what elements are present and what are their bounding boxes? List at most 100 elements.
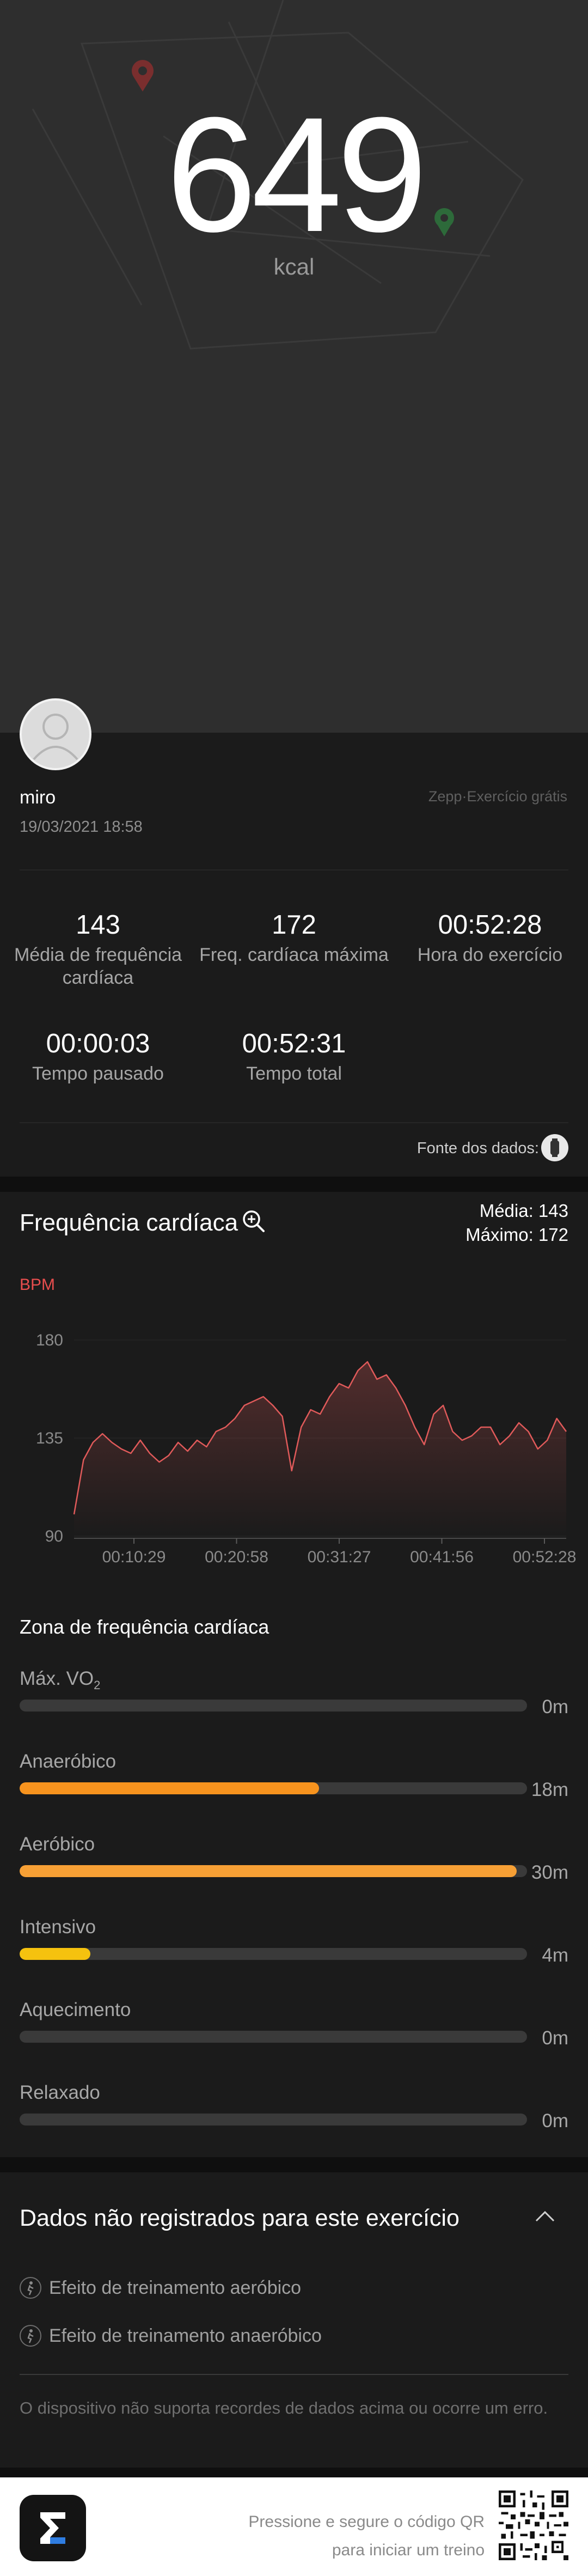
zone-bar-track	[20, 2031, 527, 2043]
zone-label: Máx. VO2	[20, 1668, 100, 1692]
zone-label-text: Intensivo	[20, 1916, 96, 1938]
zone-label: Relaxado	[20, 2082, 100, 2106]
zone-bar-fill	[20, 1782, 319, 1794]
section-gap	[0, 2157, 588, 2172]
zone-label-sub: 2	[94, 1678, 101, 1692]
stat-label-cont: cardíaca	[62, 967, 134, 988]
zoom-in-icon[interactable]	[241, 1208, 267, 1234]
zone-row: Intensivo 4m	[20, 1916, 568, 1976]
zone-label: Intensivo	[20, 1916, 96, 1941]
chart-unit-label: BPM	[20, 1276, 56, 1294]
zone-duration: 4m	[542, 1945, 568, 1966]
data-source-label: Fonte dos dados:	[416, 1140, 539, 1157]
not-recorded-label: Efeito de treinamento aeróbico	[49, 2277, 302, 2298]
heart-rate-chart: 90 135 180 00:10:29 00:20:58 00:31:27 00:41:56…	[36, 1331, 577, 1566]
stat-value: 172	[272, 910, 316, 940]
zone-label-text: Anaeróbico	[20, 1751, 117, 1772]
stat-total-time: 00:52:31 Tempo total	[196, 1028, 392, 1085]
zone-row: Máx. VO2 0m	[20, 1668, 568, 1728]
chevron-up-icon[interactable]	[535, 2209, 555, 2223]
not-recorded-note: O dispositivo não suporta recordes de da…	[20, 2398, 548, 2417]
zone-duration: 18m	[531, 1779, 568, 1800]
x-tick-label: 00:10:29	[102, 1548, 166, 1566]
calories-unit: kcal	[273, 254, 315, 279]
stat-exercise-time: 00:52:28 Hora do exercício	[392, 910, 588, 966]
runner-icon	[20, 2277, 41, 2299]
source-app-label: Zepp·Exercício grátis	[428, 788, 567, 805]
stat-paused-time: 00:00:03 Tempo pausado	[0, 1028, 196, 1085]
route-map	[32, 0, 524, 350]
zone-row: Aquecimento 0m	[20, 1999, 568, 2059]
divider	[20, 2374, 568, 2375]
footer-banner: Pressione e segure o código QR para inic…	[0, 2477, 588, 2576]
zone-label: Aeróbico	[20, 1834, 95, 1858]
zone-label-text: Relaxado	[20, 2082, 100, 2103]
workout-datetime: 19/03/2021 18:58	[20, 818, 143, 836]
zone-duration: 30m	[531, 1862, 568, 1883]
summary-hero: 649 kcal	[0, 0, 588, 733]
data-source-device-icon[interactable]	[541, 1134, 568, 1161]
heart-rate-maximum: Máximo: 172	[465, 1225, 568, 1245]
zone-duration: 0m	[542, 2027, 568, 2049]
zone-label: Anaeróbico	[20, 1751, 116, 1775]
zone-label-text: Máx. VO	[20, 1668, 94, 1689]
runner-icon	[20, 2325, 41, 2347]
stat-value: 00:52:31	[242, 1029, 346, 1058]
heart-rate-line	[73, 1361, 567, 1515]
zone-label-text: Aquecimento	[20, 1999, 131, 2020]
stat-label: Média de frequência	[14, 945, 182, 965]
zone-bar-fill	[20, 1865, 517, 1877]
user-silhouette-icon	[33, 714, 78, 760]
zone-row: Anaeróbico 18m	[20, 1751, 568, 1811]
stat-avg-heart-rate: 143 Média de frequência cardíaca	[0, 910, 196, 989]
zone-bar-track	[20, 1782, 527, 1794]
footer-line-1: Pressione e segure o código QR	[248, 2513, 485, 2531]
not-recorded-item: Efeito de treinamento anaeróbico	[20, 2325, 322, 2347]
divider	[20, 1122, 568, 1123]
zone-bar-track	[20, 1700, 527, 1712]
stat-label: Hora do exercício	[417, 945, 563, 965]
x-tick-label: 00:52:28	[513, 1548, 577, 1566]
not-recorded-label: Efeito de treinamento anaeróbico	[49, 2325, 322, 2346]
user-name: miro	[20, 787, 56, 808]
zone-duration: 0m	[542, 1696, 568, 1718]
section-gap	[0, 2468, 588, 2477]
stat-label: Tempo pausado	[32, 1063, 164, 1084]
stat-max-heart-rate: 172 Freq. cardíaca máxima	[196, 910, 392, 966]
app-logo-icon	[20, 2495, 86, 2561]
not-recorded-item: Efeito de treinamento aeróbico	[20, 2277, 301, 2299]
stat-value: 00:00:03	[46, 1029, 150, 1058]
stat-value: 143	[76, 910, 120, 940]
zone-bar-fill	[20, 1948, 91, 1960]
divider	[20, 869, 568, 870]
stat-label: Freq. cardíaca máxima	[199, 945, 389, 965]
x-tick-label: 00:20:58	[205, 1548, 268, 1566]
footer-instructions: Pressione e segure o código QR para inic…	[158, 2508, 485, 2565]
qr-code-icon[interactable]	[499, 2490, 568, 2560]
y-tick-label: 135	[36, 1429, 63, 1447]
section-gap	[0, 1177, 588, 1192]
end-marker-icon	[434, 208, 454, 236]
zones-title: Zona de frequência cardíaca	[20, 1616, 270, 1638]
heart-rate-area	[74, 1362, 566, 1536]
not-recorded-title: Dados não registrados para este exercíci…	[20, 2205, 460, 2231]
zone-bar-track	[20, 2114, 527, 2126]
calories-value: 649	[166, 83, 428, 266]
heart-rate-average: Média: 143	[479, 1201, 568, 1221]
stat-label: Tempo total	[246, 1063, 342, 1084]
heart-rate-title: Frequência cardíaca	[20, 1209, 238, 1236]
x-tick-label: 00:41:56	[410, 1548, 474, 1566]
x-tick-label: 00:31:27	[308, 1548, 371, 1566]
zone-bar-track	[20, 1865, 527, 1877]
footer-line-2: para iniciar um treino	[332, 2541, 485, 2559]
avatar[interactable]	[20, 698, 91, 770]
zone-label: Aquecimento	[20, 1999, 131, 2024]
zone-row: Aeróbico 30m	[20, 1834, 568, 1893]
y-tick-label: 90	[45, 1527, 63, 1545]
zone-bar-track	[20, 1948, 527, 1960]
start-marker-icon	[132, 60, 154, 92]
zone-label-text: Aeróbico	[20, 1834, 95, 1855]
zone-row: Relaxado 0m	[20, 2082, 568, 2142]
y-tick-label: 180	[36, 1331, 63, 1349]
zone-duration: 0m	[542, 2110, 568, 2132]
